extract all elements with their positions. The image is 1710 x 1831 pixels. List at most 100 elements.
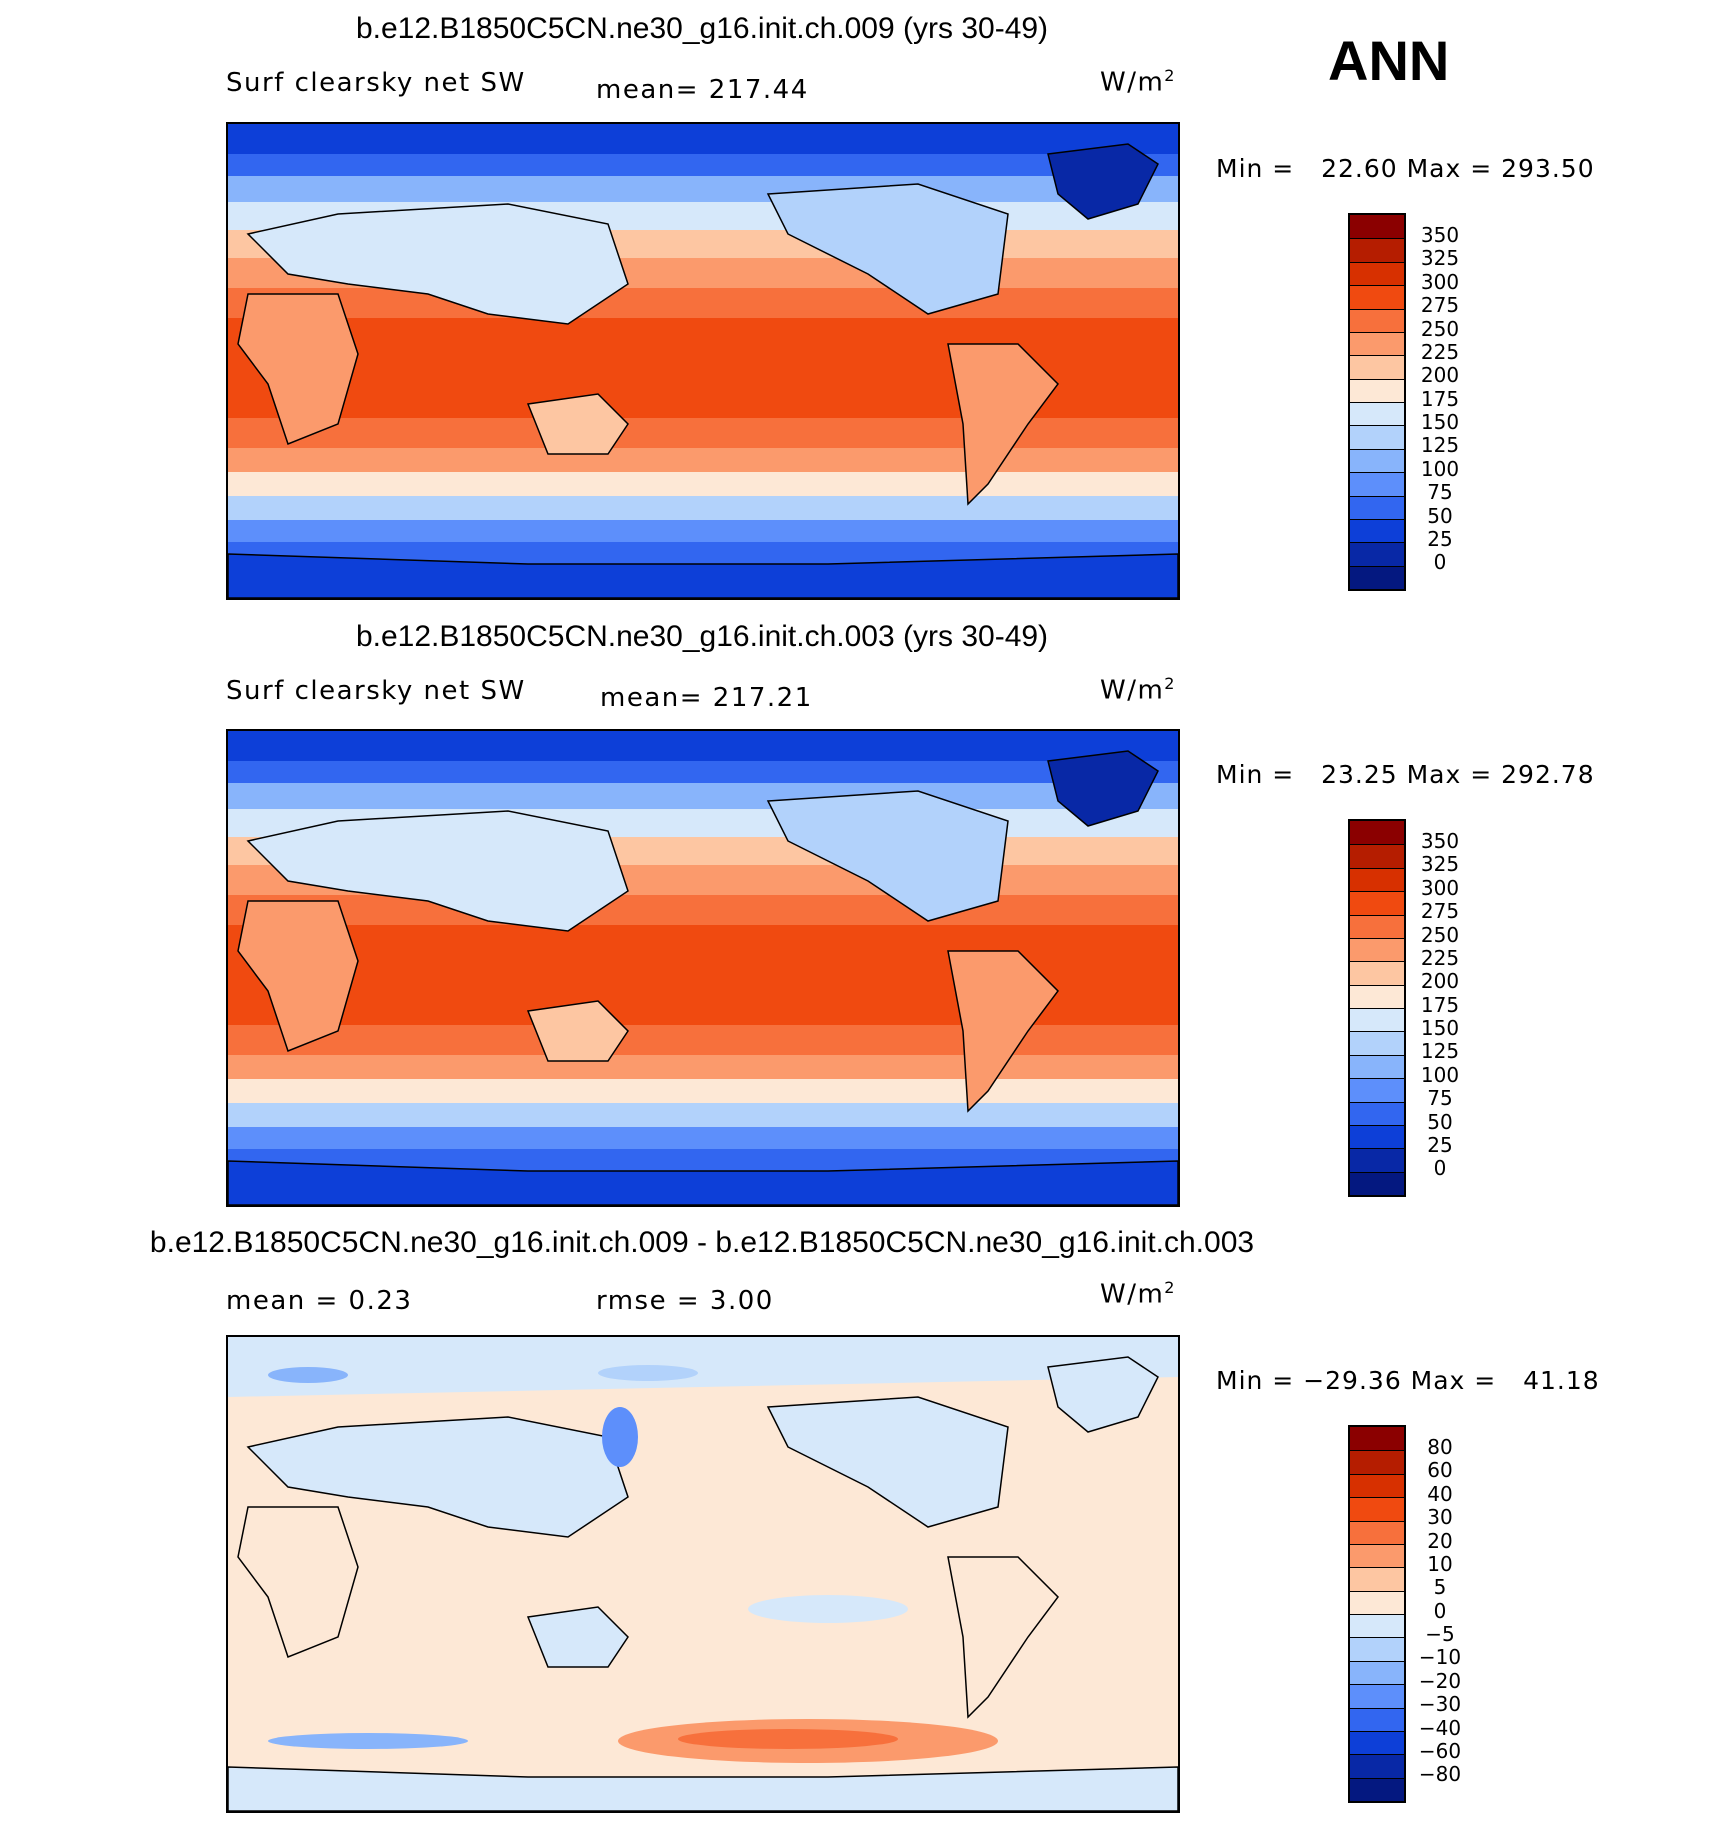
colorbar-segment xyxy=(1350,1684,1404,1708)
panel-1-colorbar-labels: 350 325 300 275 250 225 200 175 150 125 100 75 50 25 0 xyxy=(1410,225,1470,585)
panel-3-colorbar-labels: 80 60 40 30 20 10 5 0 −5 −10 −20 −30 −40 −60 −80 xyxy=(1410,1437,1470,1797)
panel-3-map xyxy=(226,1335,1180,1813)
colorbar-segment xyxy=(1350,1008,1404,1032)
colorbar-segment xyxy=(1350,378,1404,402)
colorbar-tick-label: 75 xyxy=(1427,1086,1453,1111)
colorbar-tick-label: −40 xyxy=(1418,1715,1462,1740)
colorbar-segment xyxy=(1350,1497,1404,1521)
panel-2-units: W/m2 xyxy=(1100,674,1176,706)
colorbar-tick-label: −5 xyxy=(1425,1622,1455,1646)
panel-2-colorbar-labels: 350 325 300 275 250 225 200 175 150 125 100 75 50 25 0 xyxy=(1410,831,1470,1191)
colorbar-segment xyxy=(1350,285,1404,309)
panel-1-units: W/m2 xyxy=(1100,66,1176,98)
colorbar-tick-label: 75 xyxy=(1427,480,1453,505)
colorbar-tick-label: 175 xyxy=(1420,386,1460,411)
colorbar-segment xyxy=(1350,1707,1404,1731)
colorbar-tick-label: 25 xyxy=(1427,1132,1453,1157)
colorbar-segment xyxy=(1350,542,1404,566)
colorbar-tick-label: 100 xyxy=(1420,1062,1460,1087)
colorbar-segment xyxy=(1350,891,1404,915)
colorbar-tick-label: 225 xyxy=(1420,945,1460,970)
colorbar-segment xyxy=(1350,984,1404,1008)
colorbar-tick-label: 0 xyxy=(1433,1156,1447,1181)
colorbar-tick-label: 325 xyxy=(1420,852,1460,877)
colorbar-segment xyxy=(1350,1054,1404,1079)
colorbar-segment xyxy=(1350,1590,1404,1614)
panel-1-mean-label: mean= 217.44 xyxy=(596,75,809,105)
colorbar-segment xyxy=(1350,238,1404,262)
panel-2-map xyxy=(226,729,1180,1207)
panel-2-title: b.e12.B1850C5CN.ne30_g16.init.ch.003 (yr… xyxy=(355,620,1049,653)
colorbar-segment xyxy=(1350,1614,1404,1638)
colorbar-segment xyxy=(1350,425,1404,449)
colorbar-tick-label: −80 xyxy=(1418,1762,1462,1787)
colorbar-segment xyxy=(1350,1124,1404,1149)
colorbar-segment xyxy=(1350,1777,1404,1801)
colorbar-tick-label: −60 xyxy=(1418,1738,1462,1763)
colorbar-tick-label: 30 xyxy=(1427,1505,1453,1530)
colorbar-segment xyxy=(1350,261,1404,286)
colorbar-segment xyxy=(1350,448,1404,473)
colorbar-segment xyxy=(1350,215,1404,239)
colorbar-tick-label: 25 xyxy=(1427,526,1453,551)
panel-2-min-max: Min = 23.25 Max = 292.78 xyxy=(1216,760,1595,789)
colorbar-segment xyxy=(1350,472,1404,496)
season-label: ANN xyxy=(1328,29,1450,92)
colorbar-tick-label: −10 xyxy=(1418,1645,1462,1670)
colorbar-tick-label: 0 xyxy=(1433,1598,1447,1623)
colorbar-tick-label: 20 xyxy=(1427,1528,1453,1553)
colorbar-segment xyxy=(1350,867,1404,892)
colorbar-tick-label: 275 xyxy=(1420,899,1460,924)
colorbar-tick-label: 125 xyxy=(1420,1039,1460,1064)
panel-3-rmse-label: rmse = 3.00 xyxy=(596,1286,774,1316)
colorbar-tick-label: 350 xyxy=(1420,223,1460,247)
colorbar-segment xyxy=(1350,1171,1404,1195)
colorbar-tick-label: −20 xyxy=(1418,1668,1462,1693)
colorbar-segment xyxy=(1350,961,1404,985)
colorbar-segment xyxy=(1350,331,1404,356)
colorbar-segment xyxy=(1350,495,1404,519)
colorbar-segment xyxy=(1350,1637,1404,1661)
colorbar-segment xyxy=(1350,402,1404,426)
colorbar-tick-label: 50 xyxy=(1427,503,1453,528)
colorbar-segment xyxy=(1350,1567,1404,1591)
colorbar-segment xyxy=(1350,565,1404,589)
panel-1-min-max: Min = 22.60 Max = 293.50 xyxy=(1216,154,1595,183)
colorbar-tick-label: 200 xyxy=(1420,969,1460,994)
panel-1-map xyxy=(226,122,1180,600)
colorbar-segment xyxy=(1350,914,1404,938)
colorbar-tick-label: 250 xyxy=(1420,922,1460,947)
colorbar-segment xyxy=(1350,308,1404,332)
colorbar-segment xyxy=(1350,1520,1404,1544)
panel-1-variable-label: Surf clearsky net SW xyxy=(226,68,526,98)
colorbar-segment xyxy=(1350,1101,1404,1125)
colorbar-tick-label: 150 xyxy=(1420,410,1460,434)
colorbar-tick-label: 325 xyxy=(1420,246,1460,271)
colorbar-tick-label: 80 xyxy=(1427,1435,1453,1459)
colorbar-segment xyxy=(1350,821,1404,845)
colorbar-tick-label: 10 xyxy=(1427,1551,1453,1576)
colorbar-tick-label: 60 xyxy=(1427,1458,1453,1483)
colorbar-tick-label: 250 xyxy=(1420,316,1460,341)
colorbar-segment xyxy=(1350,1754,1404,1778)
colorbar-tick-label: 150 xyxy=(1420,1016,1460,1040)
panel-3-min-max: Min = −29.36 Max = 41.18 xyxy=(1216,1366,1600,1395)
colorbar-segment xyxy=(1350,1031,1404,1055)
colorbar-tick-label: 125 xyxy=(1420,433,1460,458)
colorbar-segment xyxy=(1350,1660,1404,1685)
colorbar-tick-label: 225 xyxy=(1420,339,1460,364)
colorbar-segment xyxy=(1350,1543,1404,1568)
panel-2-variable-label: Surf clearsky net SW xyxy=(226,676,526,706)
panel-1-title: b.e12.B1850C5CN.ne30_g16.init.ch.009 (yr… xyxy=(355,12,1049,45)
colorbar-segment xyxy=(1350,1730,1404,1755)
colorbar-tick-label: 175 xyxy=(1420,992,1460,1017)
colorbar-tick-label: −30 xyxy=(1418,1692,1462,1717)
colorbar-segment xyxy=(1350,1450,1404,1474)
panel-1-colorbar xyxy=(1348,213,1406,591)
colorbar-segment xyxy=(1350,1148,1404,1172)
colorbar-tick-label: 275 xyxy=(1420,293,1460,318)
colorbar-segment xyxy=(1350,1427,1404,1451)
colorbar-segment xyxy=(1350,1078,1404,1102)
colorbar-segment xyxy=(1350,518,1404,543)
colorbar-segment xyxy=(1350,355,1404,379)
